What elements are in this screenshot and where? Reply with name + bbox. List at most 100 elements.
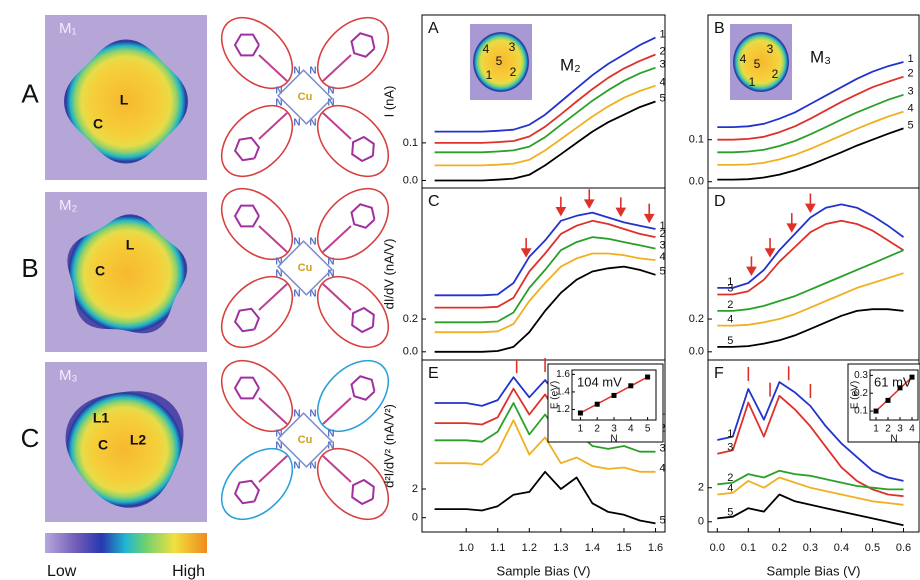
y-axis-label: d²I/dV² (nA/V²) xyxy=(381,404,396,488)
inset-site-label: 2 xyxy=(772,67,779,81)
inset-annotation: 61 mV xyxy=(874,374,912,389)
inset-site-label: 4 xyxy=(740,52,747,66)
curve xyxy=(717,273,903,325)
inset-y-label: E (eV) xyxy=(550,381,561,409)
peak-arrow xyxy=(522,238,530,256)
curve xyxy=(435,68,656,153)
curve-label: 4 xyxy=(660,463,666,475)
x-tick-label: 0.2 xyxy=(772,542,787,554)
inset-site-label: 5 xyxy=(496,54,503,68)
plot-frame xyxy=(422,15,665,188)
peak-arrow xyxy=(806,193,814,211)
ligand-ellipse xyxy=(208,435,306,533)
benzo-ring xyxy=(352,480,374,504)
x-tick-label: 0.5 xyxy=(865,542,880,554)
molecule-diagram: NNNNNNNNCu xyxy=(208,4,402,190)
colorbar-high: High xyxy=(172,563,205,580)
curve xyxy=(435,472,656,524)
panel-letter: B xyxy=(714,20,725,37)
ligand-ellipse xyxy=(208,92,306,190)
y-tick-label: 0.0 xyxy=(689,176,704,188)
curve xyxy=(435,267,656,352)
curve xyxy=(717,495,903,526)
inset-x-tick-label: 1 xyxy=(873,424,879,435)
inset-site-label: 1 xyxy=(486,68,493,82)
fit-point xyxy=(612,393,617,398)
bond xyxy=(323,113,351,139)
curve-label: 3 xyxy=(660,240,666,252)
metal-label: Cu xyxy=(298,434,313,446)
inset-annotation: 104 mV xyxy=(577,374,622,389)
curve xyxy=(717,128,903,179)
y-axis-label: dI/dV (nA/V) xyxy=(381,239,396,310)
inset-site-label: 2 xyxy=(510,65,517,79)
inset-site-label: 3 xyxy=(509,40,516,54)
page: Low High AM₁CLBM₂CLCM₃L1CL2NNNNNNNNCuNNN… xyxy=(0,0,920,580)
figure: Low High AM₁CLBM₂CLCM₃L1CL2NNNNNNNNCuNNN… xyxy=(0,0,920,580)
inset-x-tick-label: 3 xyxy=(897,424,903,435)
inset-y-label: E (eV) xyxy=(850,381,861,409)
curve xyxy=(717,309,903,347)
x-tick-label: 1.2 xyxy=(522,542,537,554)
ligand-ellipse xyxy=(208,263,306,361)
x-axis-label: Sample Bias (V) xyxy=(767,563,861,578)
bond xyxy=(259,398,287,424)
fit-point xyxy=(578,410,583,415)
y-tick-label: 0 xyxy=(698,516,704,528)
curve-label: 3 xyxy=(660,443,666,455)
y-tick-label: 0.2 xyxy=(689,313,704,325)
y-tick-label: 0.0 xyxy=(403,346,418,358)
bond xyxy=(323,226,351,252)
peak-arrow xyxy=(788,213,796,231)
x-tick-label: 1.6 xyxy=(648,542,663,554)
site-label: L1 xyxy=(93,410,110,426)
site-label: C xyxy=(98,437,108,453)
atom-label: N xyxy=(293,289,300,300)
inset-y-tick-label: 1.6 xyxy=(556,369,570,380)
site-label: L xyxy=(120,92,129,108)
curve-label: 1 xyxy=(660,28,666,40)
plot-frame xyxy=(422,188,665,360)
inset-title: M₃ xyxy=(810,47,831,66)
inset-site-label: 4 xyxy=(483,42,490,56)
atom-label: N xyxy=(293,118,300,129)
curve-label: 2 xyxy=(907,68,913,80)
curve-label: 4 xyxy=(907,102,913,114)
x-tick-label: 0.0 xyxy=(710,542,725,554)
x-tick-label: 1.5 xyxy=(616,542,631,554)
benzo-ring xyxy=(235,481,259,503)
site-label: L xyxy=(126,237,135,253)
y-tick-label: 0.1 xyxy=(403,137,418,149)
curve-label: 2 xyxy=(660,228,666,240)
benzo-ring xyxy=(352,137,374,161)
bond xyxy=(323,55,351,81)
bond xyxy=(259,284,287,310)
inset-x-tick-label: 2 xyxy=(594,424,600,435)
atom-label: N xyxy=(309,409,316,420)
atom-label: N xyxy=(309,237,316,248)
curve xyxy=(717,471,903,490)
benzo-ring xyxy=(352,33,375,56)
metal-label: Cu xyxy=(298,262,313,274)
curve-label: 1 xyxy=(727,428,733,440)
y-tick-label: 0.0 xyxy=(689,346,704,358)
curve-label: 3 xyxy=(660,59,666,71)
x-tick-label: 0.6 xyxy=(896,542,911,554)
x-tick-label: 0.3 xyxy=(803,542,818,554)
benzo-ring xyxy=(352,376,375,399)
inset-site-label: 1 xyxy=(749,75,756,89)
benzo-ring xyxy=(235,309,259,331)
inset-x-tick-label: 1 xyxy=(578,424,584,435)
curve-label: 3 xyxy=(907,86,913,98)
ligand-ellipse xyxy=(208,4,306,102)
row-letter: A xyxy=(21,78,39,108)
bond xyxy=(259,55,287,81)
fit-point xyxy=(628,383,633,388)
curve-label: 2 xyxy=(727,299,733,311)
benzo-ring xyxy=(352,204,375,227)
curve-label: 5 xyxy=(907,119,913,131)
y-tick-label: 0 xyxy=(412,512,418,524)
y-axis-label: I (nA) xyxy=(381,86,396,118)
peak-arrow xyxy=(557,197,565,215)
colorbar xyxy=(45,533,207,553)
